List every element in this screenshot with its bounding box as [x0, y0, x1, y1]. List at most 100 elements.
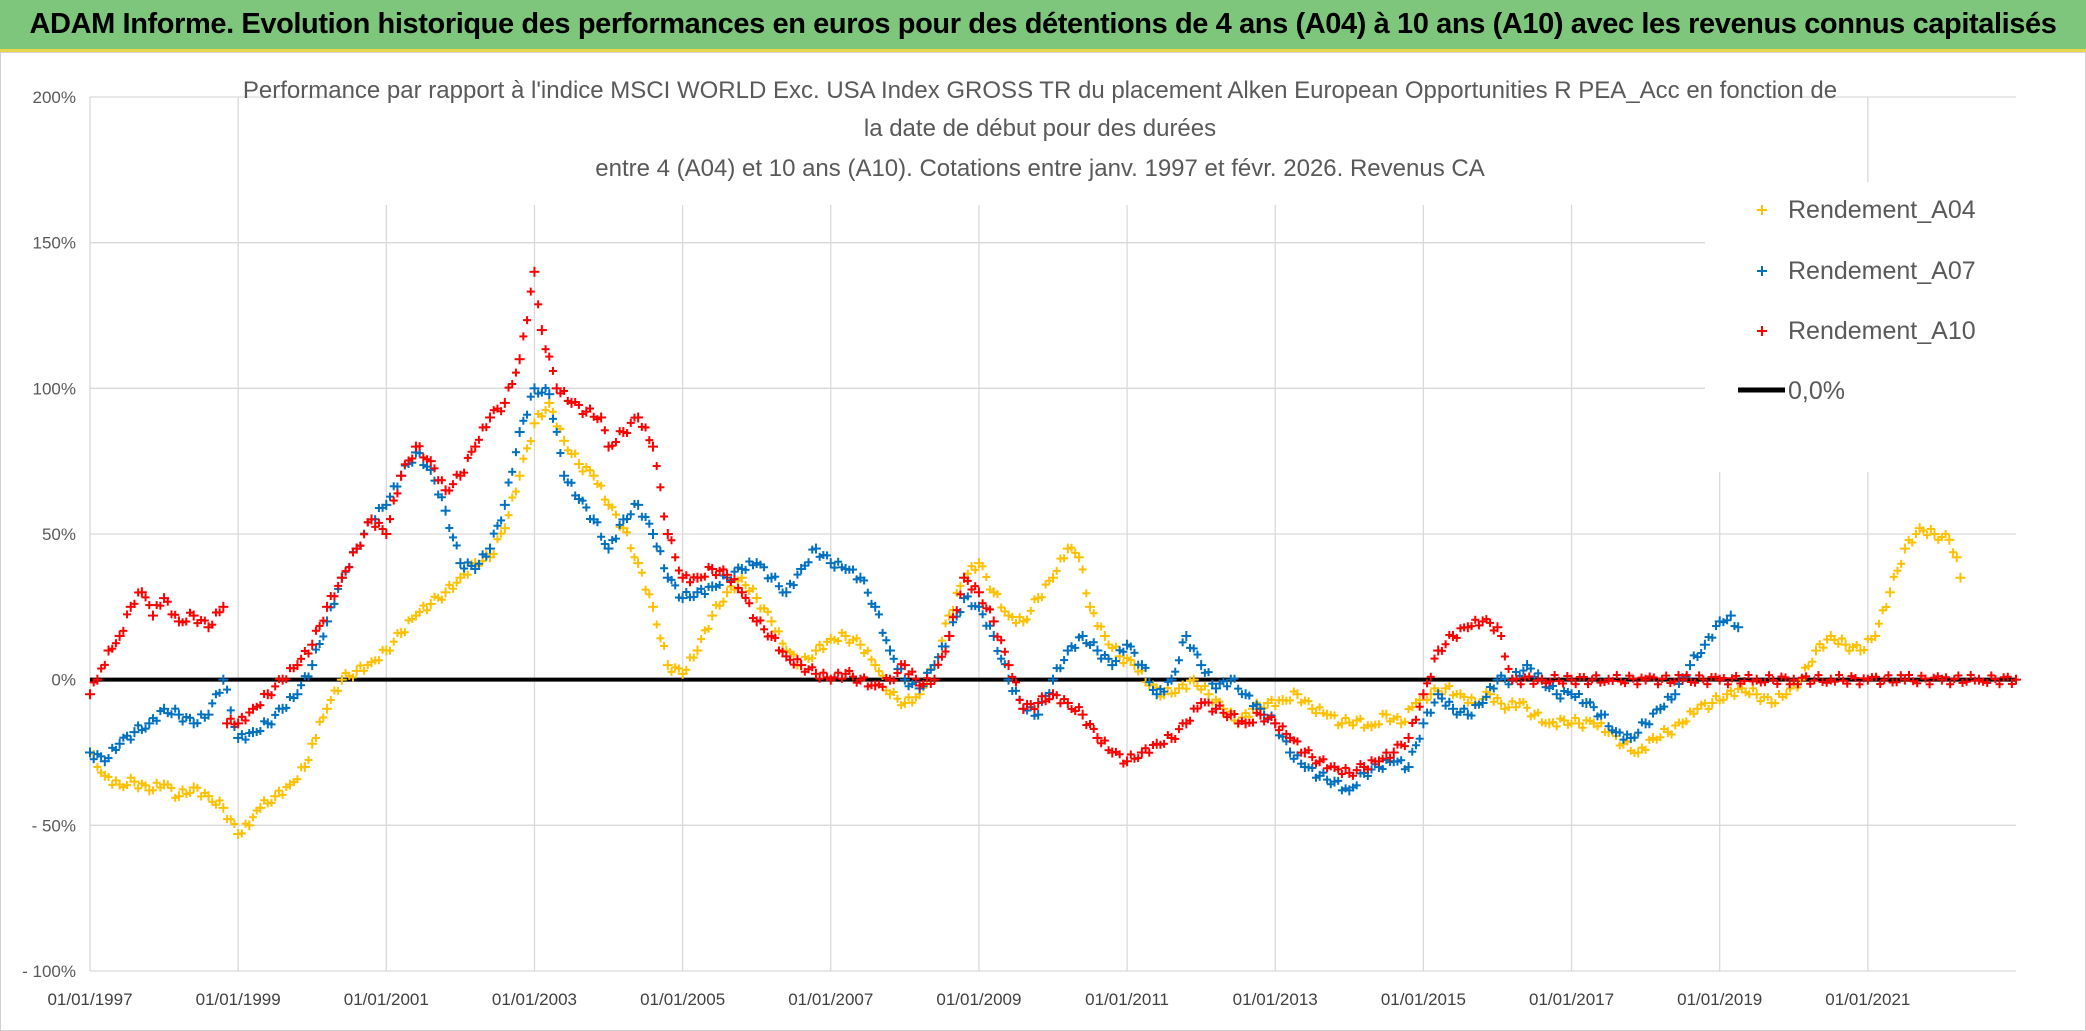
data-point: [137, 726, 146, 735]
data-point: [1604, 722, 1613, 731]
data-point: [148, 786, 157, 795]
data-point: [1526, 664, 1535, 673]
data-point: [1923, 531, 1932, 540]
data-point: [1987, 671, 1996, 680]
data-point: [1730, 691, 1739, 700]
data-point: [1511, 667, 1520, 676]
data-point: [573, 459, 584, 470]
data-point: [741, 593, 750, 602]
data-point: [899, 697, 910, 708]
data-point: [1486, 682, 1495, 691]
data-point: [186, 788, 195, 797]
data-point: [1486, 618, 1495, 627]
data-point: [1808, 657, 1817, 666]
data-point: [1839, 676, 1848, 685]
data-point: [482, 552, 491, 561]
data-point: [1082, 721, 1091, 730]
data-point: [1800, 663, 1809, 672]
data-point: [1174, 656, 1183, 665]
data-point: [1512, 674, 1521, 683]
data-point: [514, 427, 525, 438]
data-point: [1571, 680, 1580, 689]
data-point: [819, 668, 828, 677]
data-point: [993, 646, 1002, 655]
data-point: [1011, 686, 1020, 695]
data-point: [241, 716, 250, 725]
data-point: [1003, 660, 1014, 671]
data-point: [1041, 580, 1050, 589]
data-point: [1670, 677, 1679, 686]
data-point: [326, 695, 335, 704]
data-point: [1349, 721, 1358, 730]
data-point: [810, 668, 821, 679]
data-point: [1693, 653, 1702, 662]
data-point: [1566, 674, 1577, 685]
series-rendement_a10: [85, 266, 2021, 780]
data-point: [145, 601, 154, 610]
data-point: [1649, 673, 1658, 682]
data-point: [1670, 689, 1681, 700]
data-point: [741, 565, 750, 574]
data-point: [226, 815, 235, 824]
data-point: [986, 621, 995, 630]
y-axis-ticks: 200% 150% 100% 50% 0% - 50% - 100%: [22, 88, 76, 981]
data-point: [1781, 689, 1792, 700]
data-point: [771, 572, 780, 581]
data-point: [1896, 671, 1905, 680]
data-point: [319, 713, 328, 722]
data-point: [552, 427, 561, 436]
data-point: [1171, 667, 1180, 676]
data-point: [1352, 781, 1361, 790]
data-point: [271, 682, 280, 691]
data-point: [123, 610, 132, 619]
data-point: [774, 627, 783, 636]
y-tick-label: 100%: [33, 379, 76, 398]
data-point: [104, 754, 113, 763]
data-point: [1559, 715, 1570, 726]
data-point: [1126, 750, 1135, 759]
data-point: [1203, 689, 1214, 700]
data-point: [874, 667, 883, 676]
data-point: [504, 511, 513, 520]
data-point: [1769, 676, 1778, 685]
data-point: [1033, 709, 1044, 720]
data-point: [908, 698, 917, 707]
data-point: [1381, 709, 1392, 720]
data-point: [1589, 703, 1598, 712]
data-point: [1460, 692, 1469, 701]
data-point: [1403, 732, 1414, 743]
data-point: [1500, 652, 1509, 661]
data-point: [870, 601, 881, 612]
data-point: [804, 558, 813, 567]
data-point: [1174, 725, 1183, 734]
data-point: [1708, 633, 1717, 642]
data-point: [171, 793, 180, 802]
data-point: [437, 493, 446, 502]
data-point: [1751, 689, 1762, 700]
data-point: [129, 776, 140, 787]
data-point: [760, 625, 769, 634]
data-point: [425, 456, 436, 467]
data-point: [630, 553, 639, 562]
data-point: [1616, 677, 1625, 686]
data-point: [1913, 679, 1922, 688]
data-point: [848, 635, 857, 644]
data-point: [911, 674, 920, 683]
data-point: [1658, 674, 1667, 683]
data-point: [667, 667, 676, 676]
data-point: [1504, 680, 1513, 689]
data-point: [186, 713, 195, 722]
data-point: [130, 599, 139, 608]
data-point: [556, 449, 565, 458]
data-point: [136, 587, 147, 598]
data-point: [485, 412, 496, 423]
data-point: [597, 481, 606, 490]
data-point: [1889, 572, 1898, 581]
data-point: [963, 569, 972, 578]
data-point: [1830, 677, 1839, 686]
data-point: [448, 533, 457, 542]
data-point: [536, 325, 547, 336]
data-point: [482, 423, 491, 432]
data-point: [1181, 630, 1192, 641]
data-point: [526, 287, 535, 296]
